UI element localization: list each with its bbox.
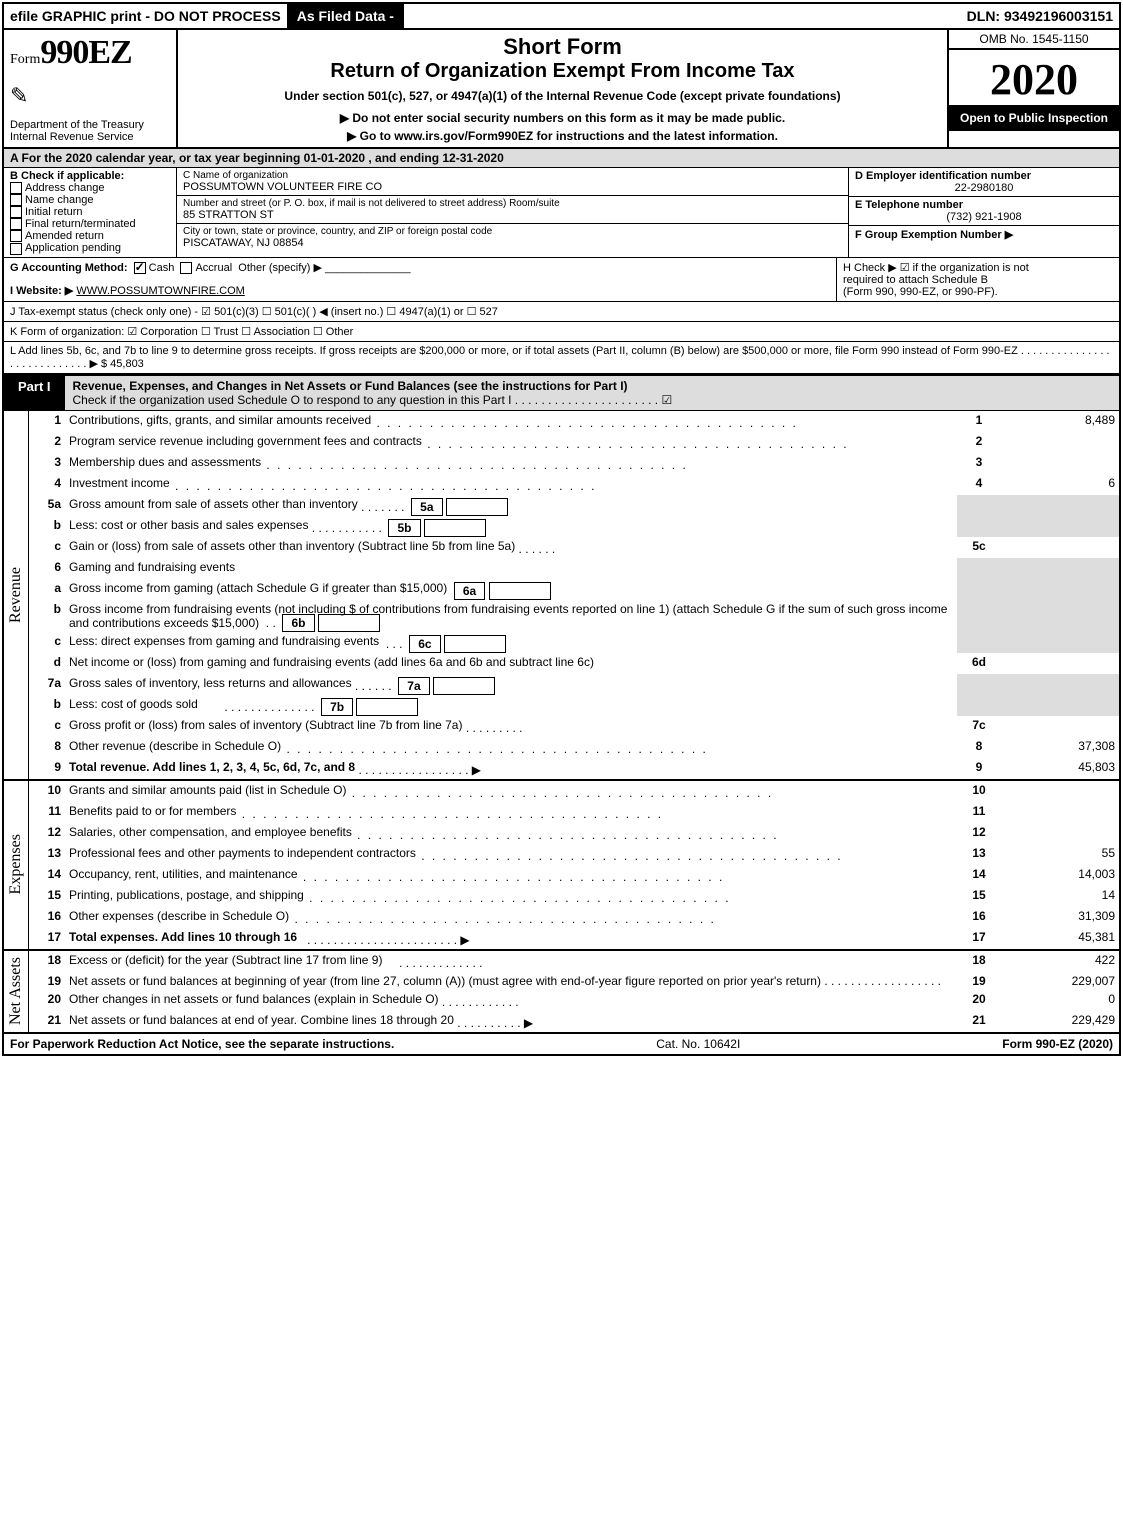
l-text: L Add lines 5b, 6c, and 7b to line 9 to …: [10, 345, 1110, 370]
l-value: $ 45,803: [101, 358, 144, 370]
arrow-note-1: ▶ Do not enter social security numbers o…: [188, 111, 937, 125]
line-5c: cGain or (loss) from sale of assets othe…: [29, 537, 1119, 558]
line-5b: bLess: cost or other basis and sales exp…: [29, 516, 1119, 537]
chk-name: Name change: [25, 194, 94, 206]
part-i-header: Part I Revenue, Expenses, and Changes in…: [4, 374, 1119, 411]
line-20: 20Other changes in net assets or fund ba…: [29, 990, 1119, 1011]
arrow-note-2: ▶ Go to www.irs.gov/Form990EZ for instru…: [188, 129, 937, 143]
line-2: 2Program service revenue including gover…: [29, 432, 1119, 453]
revenue-section: Revenue 1Contributions, gifts, grants, a…: [4, 411, 1119, 781]
tax-year: 2020: [949, 50, 1119, 105]
part-i-sub: Check if the organization used Schedule …: [73, 393, 673, 407]
f-label: F Group Exemption Number ▶: [855, 229, 1013, 241]
line-7c: cGross profit or (loss) from sales of in…: [29, 716, 1119, 737]
identity-block: B Check if applicable: Address change Na…: [4, 168, 1119, 258]
c-label: C Name of organization: [183, 170, 842, 181]
chk-initial: Initial return: [25, 206, 82, 218]
line-8: 8Other revenue (describe in Schedule O)8…: [29, 737, 1119, 758]
city-value: PISCATAWAY, NJ 08854: [183, 237, 842, 249]
top-bar: efile GRAPHIC print - DO NOT PROCESS As …: [4, 4, 1119, 30]
line-6: 6Gaming and fundraising events: [29, 558, 1119, 579]
revenue-vlabel: Revenue: [5, 563, 27, 627]
l-row: L Add lines 5b, 6c, and 7b to line 9 to …: [4, 342, 1119, 374]
h-line2: required to attach Schedule B: [843, 274, 1113, 286]
line-18: 18Excess or (deficit) for the year (Subt…: [29, 951, 1119, 972]
page-footer: For Paperwork Reduction Act Notice, see …: [4, 1034, 1119, 1054]
line-6c: cLess: direct expenses from gaming and f…: [29, 632, 1119, 653]
line-6b: bGross income from fundraising events (n…: [29, 600, 1119, 632]
h-line1: H Check ▶ ☑ if the organization is not: [843, 261, 1113, 274]
form-page: efile GRAPHIC print - DO NOT PROCESS As …: [2, 2, 1121, 1056]
form-prefix: Form: [10, 52, 40, 67]
footer-left: For Paperwork Reduction Act Notice, see …: [10, 1037, 394, 1051]
form-number: 990EZ: [40, 34, 131, 71]
chk-pending: Application pending: [25, 242, 121, 254]
row-a-tax-year: A For the 2020 calendar year, or tax yea…: [4, 149, 1119, 168]
line-12: 12Salaries, other compensation, and empl…: [29, 823, 1119, 844]
efile-label: efile GRAPHIC print - DO NOT PROCESS: [4, 4, 289, 28]
return-title: Return of Organization Exempt From Incom…: [188, 60, 937, 83]
line-13: 13Professional fees and other payments t…: [29, 844, 1119, 865]
k-row: K Form of organization: ☑ Corporation ☐ …: [4, 322, 1119, 342]
street-label: Number and street (or P. O. box, if mail…: [183, 198, 842, 209]
line-10: 10Grants and similar amounts paid (list …: [29, 781, 1119, 802]
i-label: I Website: ▶: [10, 285, 73, 297]
line-11: 11Benefits paid to or for members11: [29, 802, 1119, 823]
chk-final: Final return/terminated: [25, 218, 136, 230]
city-label: City or town, state or province, country…: [183, 226, 842, 237]
line-7b: bLess: cost of goods sold . . . . . . . …: [29, 695, 1119, 716]
line-16: 16Other expenses (describe in Schedule O…: [29, 907, 1119, 928]
d-label: D Employer identification number: [855, 170, 1031, 182]
expenses-vlabel: Expenses: [5, 830, 27, 898]
line-14: 14Occupancy, rent, utilities, and mainte…: [29, 865, 1119, 886]
open-to-public: Open to Public Inspection: [949, 105, 1119, 131]
chk-amended: Amended return: [25, 230, 104, 242]
g-label: G Accounting Method:: [10, 262, 128, 274]
line-1: 1Contributions, gifts, grants, and simil…: [29, 411, 1119, 432]
line-6a: aGross income from gaming (attach Schedu…: [29, 579, 1119, 600]
line-17: 17Total expenses. Add lines 10 through 1…: [29, 928, 1119, 949]
dept-line2: Internal Revenue Service: [10, 131, 170, 143]
footer-mid: Cat. No. 10642I: [656, 1037, 740, 1051]
line-15: 15Printing, publications, postage, and s…: [29, 886, 1119, 907]
chk-address: Address change: [25, 182, 105, 194]
b-title: B Check if applicable:: [10, 170, 124, 182]
g-accrual: Accrual: [195, 262, 232, 274]
line-7a: 7aGross sales of inventory, less returns…: [29, 674, 1119, 695]
as-filed-label: As Filed Data -: [289, 4, 404, 28]
part-i-label: Part I: [4, 376, 65, 410]
h-line3: (Form 990, 990-EZ, or 990-PF).: [843, 286, 1113, 298]
ein-value: 22-2980180: [855, 182, 1113, 194]
dln-label: DLN: 93492196003151: [961, 4, 1119, 28]
short-form-title: Short Form: [188, 34, 937, 60]
omb-number: OMB No. 1545-1150: [949, 30, 1119, 50]
j-row: J Tax-exempt status (check only one) - ☑…: [4, 302, 1119, 322]
netassets-section: Net Assets 18Excess or (deficit) for the…: [4, 951, 1119, 1034]
street-value: 85 STRATTON ST: [183, 209, 842, 221]
footer-right: Form 990-EZ (2020): [1002, 1037, 1113, 1051]
line-21: 21Net assets or fund balances at end of …: [29, 1011, 1119, 1032]
dept-line1: Department of the Treasury: [10, 119, 170, 131]
line-6d: dNet income or (loss) from gaming and fu…: [29, 653, 1119, 674]
line-3: 3Membership dues and assessments3: [29, 453, 1119, 474]
form-header: Form990EZ ✎ Department of the Treasury I…: [4, 30, 1119, 149]
g-other: Other (specify) ▶: [238, 262, 322, 274]
phone-value: (732) 921-1908: [855, 211, 1113, 223]
line-5a: 5aGross amount from sale of assets other…: [29, 495, 1119, 516]
line-9: 9Total revenue. Add lines 1, 2, 3, 4, 5c…: [29, 758, 1119, 779]
part-i-title: Revenue, Expenses, and Changes in Net As…: [73, 379, 628, 393]
under-section: Under section 501(c), 527, or 4947(a)(1)…: [188, 89, 937, 103]
line-19: 19Net assets or fund balances at beginni…: [29, 972, 1119, 990]
e-label: E Telephone number: [855, 199, 963, 211]
website-value: WWW.POSSUMTOWNFIRE.COM: [76, 285, 244, 297]
g-cash: Cash: [149, 262, 175, 274]
expenses-section: Expenses 10Grants and similar amounts pa…: [4, 781, 1119, 951]
netassets-vlabel: Net Assets: [5, 953, 27, 1029]
line-4: 4Investment income46: [29, 474, 1119, 495]
org-name: POSSUMTOWN VOLUNTEER FIRE CO: [183, 181, 842, 193]
